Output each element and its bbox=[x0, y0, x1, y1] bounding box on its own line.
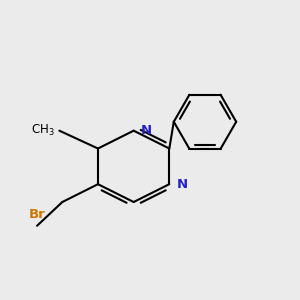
Text: N: N bbox=[141, 124, 152, 137]
Text: CH$_3$: CH$_3$ bbox=[31, 123, 55, 138]
Text: N: N bbox=[177, 178, 188, 191]
Text: Br: Br bbox=[29, 208, 45, 221]
